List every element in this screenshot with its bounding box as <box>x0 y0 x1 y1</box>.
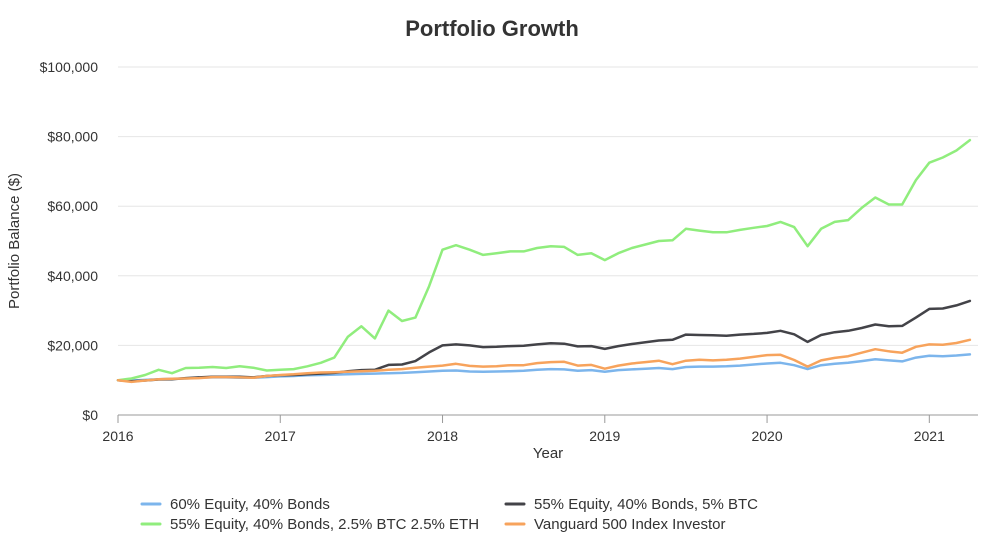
x-tick-label: 2019 <box>589 428 620 444</box>
x-axis-label: Year <box>533 445 563 462</box>
gridlines <box>118 66 978 346</box>
legend-item[interactable]: Vanguard 500 Index Investor <box>504 516 726 533</box>
y-axis-label: Portfolio Balance ($) <box>6 173 23 309</box>
y-tick-label: $0 <box>82 407 98 423</box>
legend-label: Vanguard 500 Index Investor <box>534 516 726 533</box>
x-tick-label: 2018 <box>427 428 458 444</box>
series-line-3 <box>116 138 972 382</box>
y-tick-label: $60,000 <box>47 198 98 214</box>
y-tick-label: $80,000 <box>47 129 98 145</box>
x-tick-label: 2016 <box>102 428 133 444</box>
legend-label: 55% Equity, 40% Bonds, 2.5% BTC 2.5% ETH <box>170 516 479 533</box>
y-tick-label: $40,000 <box>47 268 98 284</box>
legend-label: 60% Equity, 40% Bonds <box>170 496 330 513</box>
legend-item[interactable]: 60% Equity, 40% Bonds <box>140 496 330 513</box>
x-tick-label: 2017 <box>265 428 296 444</box>
series-line-4 <box>116 338 972 384</box>
x-tick-label: 2021 <box>914 428 945 444</box>
y-axis-ticks: $0 $20,000 $40,000 $60,000 $80,000 $100,000 <box>40 59 99 423</box>
x-axis-ticks: 2016 2017 2018 2019 2020 2021 <box>102 415 945 444</box>
legend-item[interactable]: 55% Equity, 40% Bonds, 5% BTC <box>504 496 758 513</box>
legend: 60% Equity, 40% Bonds 55% Equity, 40% Bon… <box>140 496 758 533</box>
chart-title: Portfolio Growth <box>405 16 579 41</box>
x-tick-label: 2020 <box>751 428 782 444</box>
y-tick-label: $100,000 <box>40 59 99 75</box>
legend-item[interactable]: 55% Equity, 40% Bonds, 2.5% BTC 2.5% ETH <box>140 516 479 533</box>
legend-label: 55% Equity, 40% Bonds, 5% BTC <box>534 496 758 513</box>
y-tick-label: $20,000 <box>47 337 98 353</box>
series-lines <box>116 138 972 384</box>
